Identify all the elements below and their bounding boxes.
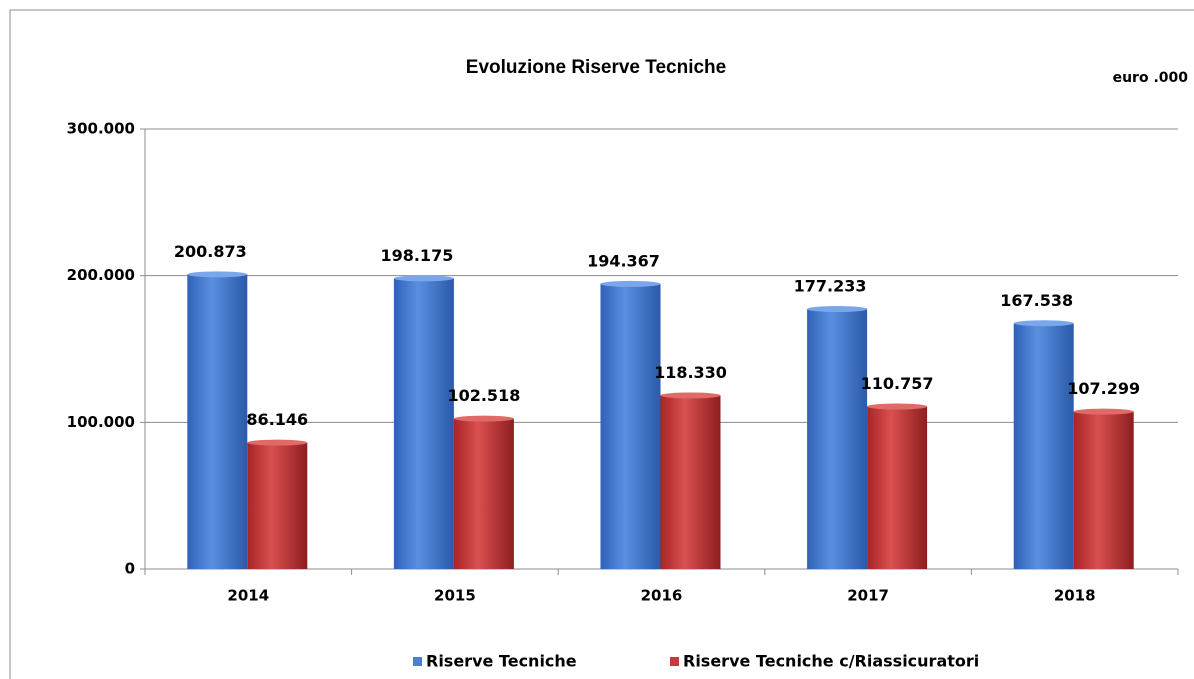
data-label: 200.873 (174, 242, 247, 261)
bar (1073, 411, 1134, 569)
bar-cap (600, 280, 661, 287)
y-tick-label: 300.000 (67, 120, 135, 138)
bar-cap (660, 392, 721, 399)
y-tick-label: 200.000 (67, 266, 135, 284)
bar (247, 442, 308, 569)
legend-swatch (670, 657, 679, 666)
unit-note: euro .000 (1113, 70, 1189, 86)
x-tick-label: 2016 (641, 587, 683, 605)
y-tick-label: 0 (125, 560, 135, 578)
data-label: 107.299 (1067, 379, 1140, 398)
bar (1013, 323, 1074, 569)
bar-cap (247, 439, 308, 446)
chart-title: Evoluzione Riserve Tecniche (466, 57, 726, 78)
x-tick-label: 2017 (847, 587, 889, 605)
x-tick-label: 2014 (227, 587, 269, 605)
bar (393, 278, 454, 569)
bar (600, 283, 661, 569)
data-label: 194.367 (587, 251, 660, 270)
data-label: 167.538 (1000, 291, 1073, 310)
bar-cap (867, 403, 928, 410)
bar-cap (187, 271, 248, 278)
bar (807, 309, 868, 569)
bar (187, 274, 248, 569)
x-tick-label: 2015 (434, 587, 476, 605)
data-label: 86.146 (246, 410, 308, 429)
y-tick-label: 100.000 (67, 413, 135, 431)
data-label: 177.233 (794, 277, 867, 296)
legend-label: Riserve Tecniche (426, 652, 577, 671)
bar-cap (393, 275, 454, 282)
bar (453, 418, 514, 569)
bar (660, 395, 721, 569)
legend-label: Riserve Tecniche c/Riassicuratori (683, 652, 979, 671)
bar-cap (1073, 408, 1134, 415)
x-tick-label: 2018 (1054, 587, 1096, 605)
bar-cap (807, 306, 868, 313)
legend-swatch (413, 657, 422, 666)
data-label: 110.757 (861, 374, 934, 393)
data-label: 198.175 (380, 246, 453, 265)
bar-cap (453, 415, 514, 422)
bar-cap (1013, 320, 1074, 327)
bar (867, 406, 928, 569)
data-label: 102.518 (447, 386, 520, 405)
data-label: 118.330 (654, 363, 727, 382)
